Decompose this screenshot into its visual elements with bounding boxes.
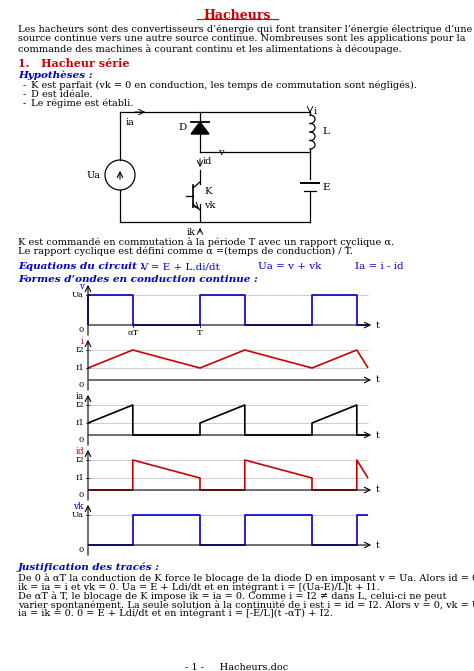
Text: Le régime est établi.: Le régime est établi. — [31, 99, 133, 109]
Text: Les hacheurs sont des convertisseurs d’énergie qui font transiter l’énergie élec: Les hacheurs sont des convertisseurs d’é… — [18, 24, 472, 34]
Text: K est parfait (vk = 0 en conduction, les temps de commutation sont négligés).: K est parfait (vk = 0 en conduction, les… — [31, 81, 417, 91]
Text: t: t — [376, 541, 380, 550]
Text: -: - — [23, 90, 26, 99]
Text: vk: vk — [204, 201, 215, 211]
Text: K: K — [204, 187, 211, 195]
Text: I1: I1 — [75, 474, 84, 482]
Text: Justification des tracés :: Justification des tracés : — [18, 563, 160, 572]
Text: D: D — [179, 123, 187, 132]
Text: Ua: Ua — [72, 511, 84, 519]
Text: I2: I2 — [75, 456, 84, 464]
Text: 0: 0 — [79, 491, 84, 499]
Text: E: E — [322, 183, 329, 191]
Text: ia: ia — [76, 392, 84, 401]
Text: -: - — [23, 81, 26, 90]
Text: V = E + L.di/dt: V = E + L.di/dt — [140, 262, 220, 271]
Text: I2: I2 — [75, 401, 84, 409]
Text: ia = ik = 0. 0 = E + Ldi/dt et en intégrant i = [-E/L](t -αT) + I2.: ia = ik = 0. 0 = E + Ldi/dt et en intégr… — [18, 609, 333, 619]
Text: K est commandé en commutation à la période T avec un rapport cyclique α.: K est commandé en commutation à la pério… — [18, 237, 394, 247]
Text: T: T — [197, 329, 203, 337]
Text: i: i — [81, 337, 84, 346]
Text: id: id — [203, 157, 212, 166]
Text: Hypothèses :: Hypothèses : — [18, 70, 92, 79]
Text: Equations du circuit :: Equations du circuit : — [18, 262, 145, 271]
Text: source continue vers une autre source continue. Nombreuses sont les applications: source continue vers une autre source co… — [18, 34, 465, 43]
Text: v: v — [218, 148, 224, 157]
Text: t: t — [376, 376, 380, 384]
Text: - 1 -     Hacheurs.doc: - 1 - Hacheurs.doc — [185, 663, 289, 671]
Text: Hacheurs: Hacheurs — [203, 9, 271, 22]
Text: 0: 0 — [79, 546, 84, 554]
Text: I2: I2 — [75, 346, 84, 354]
Text: I1: I1 — [75, 419, 84, 427]
Text: vk: vk — [73, 502, 84, 511]
Polygon shape — [191, 122, 209, 134]
Text: αT: αT — [127, 329, 138, 337]
Text: I1: I1 — [75, 364, 84, 372]
Text: Le rapport cyclique est défini comme α =(temps de conduction) / T.: Le rapport cyclique est défini comme α =… — [18, 247, 353, 256]
Text: Ua = v + vk: Ua = v + vk — [258, 262, 321, 271]
Text: Ua: Ua — [72, 291, 84, 299]
Text: ik: ik — [187, 228, 196, 237]
Text: i: i — [314, 107, 317, 116]
Text: ia: ia — [126, 118, 135, 127]
Text: D est idéale.: D est idéale. — [31, 90, 92, 99]
Text: -: - — [23, 99, 26, 108]
Text: varier spontanément. La seule solution à la continuité de i est i = id = I2. Alo: varier spontanément. La seule solution à… — [18, 600, 474, 610]
Text: t: t — [376, 431, 380, 440]
Text: L: L — [322, 127, 329, 136]
Text: 1.   Hacheur série: 1. Hacheur série — [18, 58, 129, 69]
Text: id: id — [75, 447, 84, 456]
Text: Ua: Ua — [87, 170, 101, 180]
Text: ik = ia = i et vk = 0. Ua = E + Ldi/dt et en intégrant i = [(Ua-E)/L]t + I1.: ik = ia = i et vk = 0. Ua = E + Ldi/dt e… — [18, 582, 380, 592]
Text: t: t — [376, 486, 380, 495]
Text: v: v — [79, 282, 84, 291]
Text: Formes d’ondes en conduction continue :: Formes d’ondes en conduction continue : — [18, 275, 258, 284]
Text: De 0 à αT la conduction de K force le blocage de la diode D en imposant v = Ua. : De 0 à αT la conduction de K force le bl… — [18, 573, 474, 583]
Text: commande des machines à courant continu et les alimentations à découpage.: commande des machines à courant continu … — [18, 44, 401, 54]
Text: Ia = i - id: Ia = i - id — [355, 262, 404, 271]
Text: 0: 0 — [79, 326, 84, 334]
Text: 0: 0 — [79, 381, 84, 389]
Text: t: t — [376, 321, 380, 329]
Text: 0: 0 — [79, 436, 84, 444]
Text: De αT à T, le blocage de K impose ik = ia = 0. Comme i = I2 ≠ dans L, celui-ci n: De αT à T, le blocage de K impose ik = i… — [18, 591, 447, 601]
